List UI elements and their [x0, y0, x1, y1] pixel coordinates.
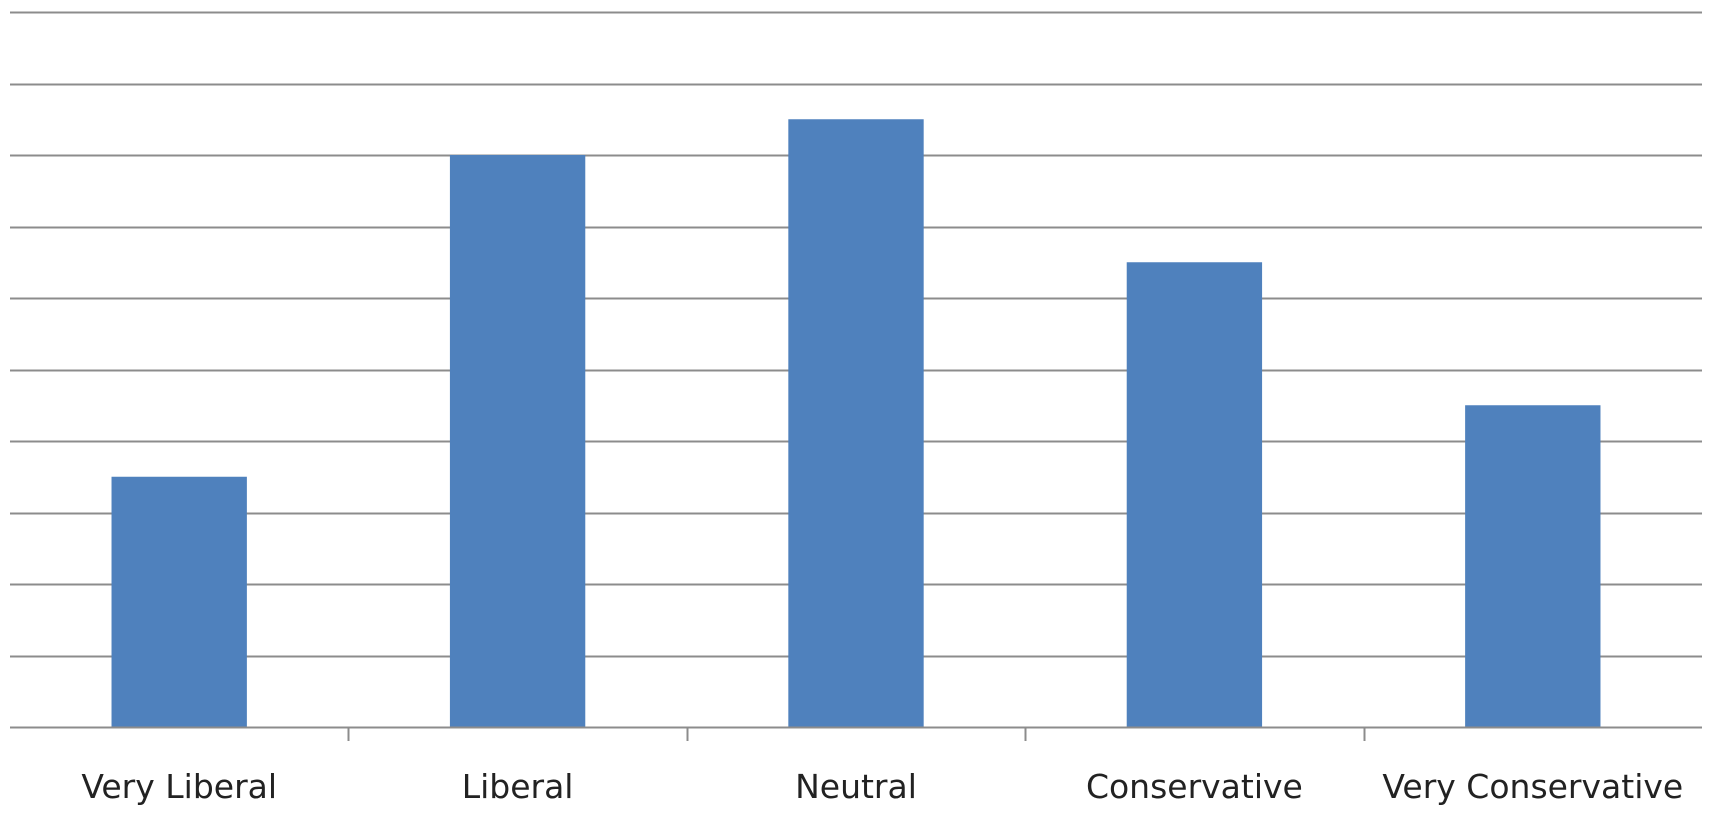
bar-very-conservative	[1465, 405, 1601, 727]
bar-liberal	[449, 155, 586, 727]
bar-very-liberal	[111, 476, 247, 727]
x-axis	[10, 726, 1702, 741]
category-label: Very Liberal	[81, 767, 277, 806]
category-label: Very Conservative	[1382, 767, 1683, 806]
bar-conservative	[1126, 262, 1263, 727]
bars	[111, 119, 1601, 727]
category-label: Neutral	[795, 767, 917, 806]
category-label: Conservative	[1086, 767, 1303, 806]
bar-neutral	[788, 119, 924, 727]
category-label: Liberal	[462, 767, 574, 806]
category-labels: Very Liberal Liberal Neutral Conservative Ve…	[81, 767, 1683, 806]
